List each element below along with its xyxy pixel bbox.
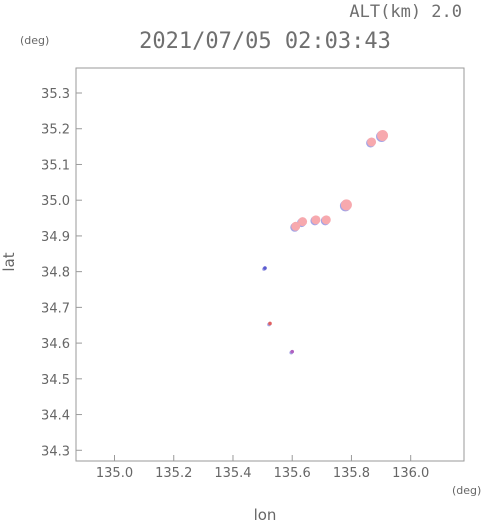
data-point <box>377 130 389 142</box>
y-tick-label: 34.3 <box>41 444 70 459</box>
x-axis-unit: (deg) <box>452 484 481 497</box>
data-point <box>340 199 352 211</box>
data-point <box>298 217 308 227</box>
y-tick-label: 34.8 <box>41 266 70 281</box>
data-point <box>268 321 272 326</box>
y-tick-label: 35.2 <box>41 123 70 138</box>
data-point <box>263 266 267 270</box>
y-axis-label: lat <box>0 252 18 271</box>
y-tick-label: 34.6 <box>41 337 70 352</box>
x-tick-label: 135.4 <box>214 466 251 481</box>
data-point <box>367 137 377 147</box>
y-tick-label: 34.4 <box>41 409 70 424</box>
data-point <box>291 221 301 231</box>
y-axis-unit: (deg) <box>20 34 49 47</box>
y-tick-label: 35.1 <box>41 158 70 173</box>
x-axis-label: lon <box>254 506 277 521</box>
data-points <box>262 130 389 355</box>
x-tick-label: 135.6 <box>274 466 311 481</box>
data-point <box>321 215 331 225</box>
x-tick-label: 135.2 <box>155 466 192 481</box>
plot-frame <box>75 67 465 462</box>
data-point <box>290 349 295 354</box>
x-tick-label: 136.0 <box>392 466 429 481</box>
data-point <box>311 215 321 225</box>
altitude-label: ALT(km) 2.0 <box>349 2 462 22</box>
x-tick-label: 135.8 <box>333 466 370 481</box>
y-tick-label: 34.7 <box>41 301 70 316</box>
y-tick-label: 35.3 <box>41 87 70 102</box>
x-tick-label: 135.0 <box>96 466 133 481</box>
y-axis-ticks: 34.3 34.4 34.5 34.6 34.7 34.8 34.9 35.0 35.1 35.2… <box>41 87 82 459</box>
y-tick-label: 34.9 <box>41 230 70 245</box>
timestamp-title: 2021/07/05 02:03:43 <box>139 29 391 54</box>
y-tick-label: 34.5 <box>41 373 70 388</box>
x-axis-ticks: 135.0 135.2 135.4 135.6 135.8 136.0 <box>96 455 429 481</box>
y-tick-label: 35.0 <box>41 194 70 209</box>
